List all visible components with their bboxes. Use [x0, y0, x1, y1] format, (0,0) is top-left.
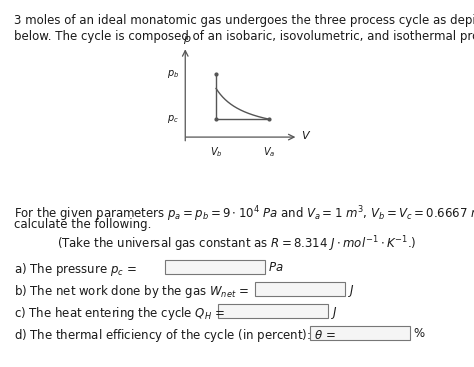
Text: $Pa$: $Pa$: [268, 261, 283, 274]
Text: c) The heat entering the cycle $Q_H$ =: c) The heat entering the cycle $Q_H$ =: [14, 305, 225, 322]
Text: $p$: $p$: [183, 34, 191, 46]
Bar: [165, 260, 265, 274]
Text: $V_a$: $V_a$: [263, 145, 276, 159]
Text: d) The thermal efficiency of the cycle (in percent): $\theta$ =: d) The thermal efficiency of the cycle (…: [14, 327, 336, 344]
Text: below. The cycle is composed of an isobaric, isovolumetric, and isothermal proce: below. The cycle is composed of an isoba…: [14, 30, 474, 43]
Text: $p_c$: $p_c$: [167, 113, 179, 125]
Text: calculate the following.: calculate the following.: [14, 218, 151, 231]
Text: a) The pressure $p_c$ =: a) The pressure $p_c$ =: [14, 261, 137, 278]
Text: For the given parameters $p_a=p_b=9\cdot10^4$ $Pa$ and $V_a=1$ $m^3$, $V_b=V_c=0: For the given parameters $p_a=p_b=9\cdot…: [14, 204, 474, 224]
Text: $J$: $J$: [348, 283, 355, 299]
Text: $V$: $V$: [301, 130, 311, 141]
Bar: [255, 282, 345, 296]
Bar: [218, 304, 328, 318]
Text: b) The net work done by the gas $W_{net}$ =: b) The net work done by the gas $W_{net}…: [14, 283, 249, 300]
Bar: [310, 326, 410, 340]
Text: 3 moles of an ideal monatomic gas undergoes the three process cycle as depicted : 3 moles of an ideal monatomic gas underg…: [14, 14, 474, 27]
Text: $p_b$: $p_b$: [167, 68, 179, 80]
Text: $J$: $J$: [331, 305, 338, 321]
Text: (Take the universal gas constant as $R=8.314$ $J\cdot mol^{-1}\cdot K^{-1}$.): (Take the universal gas constant as $R=8…: [57, 234, 417, 254]
Text: $V_b$: $V_b$: [210, 145, 222, 159]
Text: %: %: [413, 327, 424, 340]
